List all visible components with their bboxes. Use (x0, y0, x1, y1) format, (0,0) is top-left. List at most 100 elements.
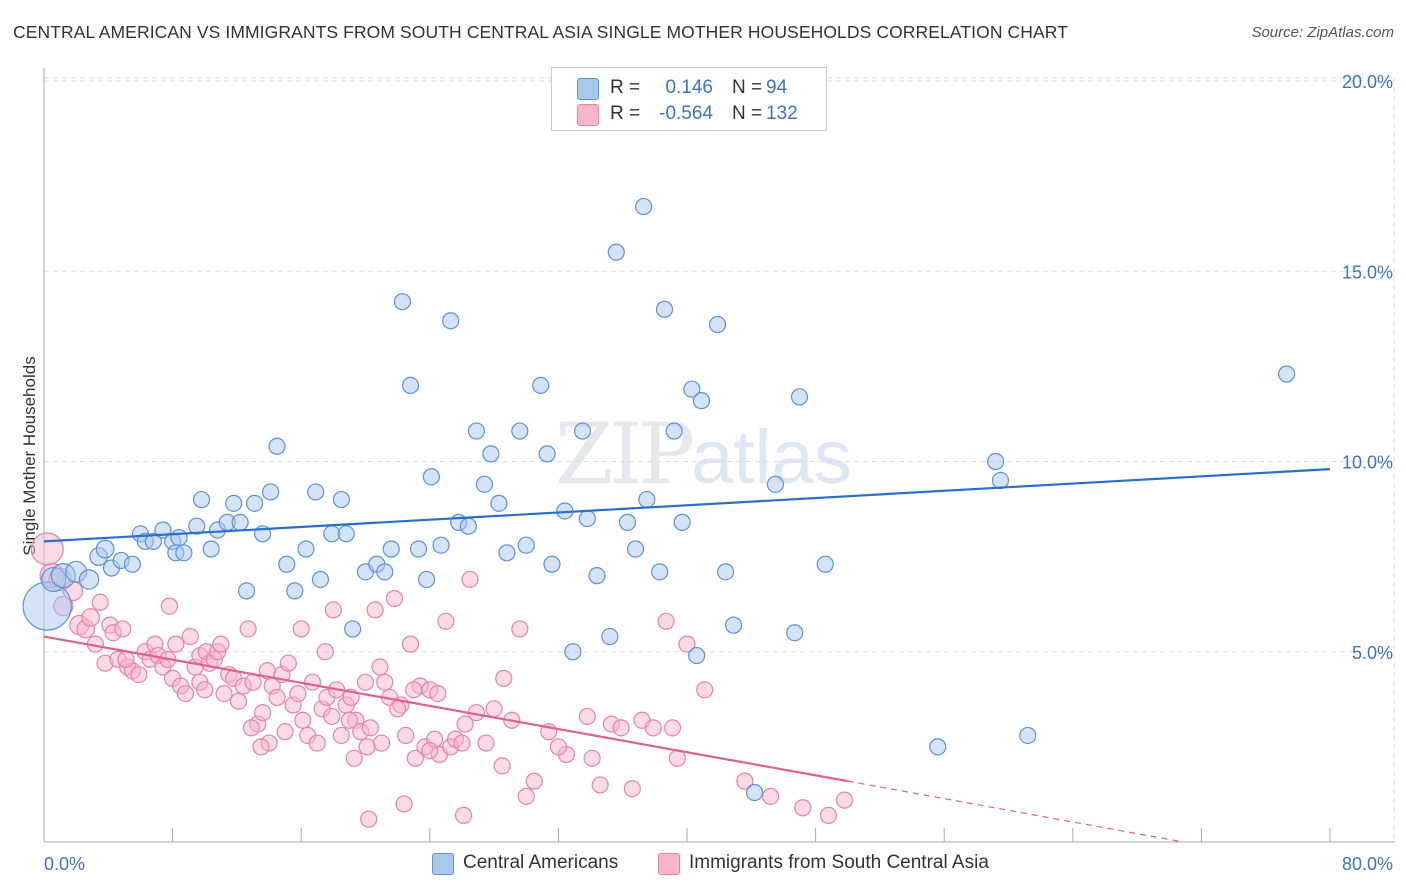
data-point-pink (525, 772, 543, 790)
data-point-blue (665, 422, 683, 440)
watermark-zip: ZIP (555, 405, 695, 503)
data-point-pink (117, 650, 135, 668)
data-point-pink (360, 810, 378, 828)
data-point-blue (202, 540, 220, 558)
axes (43, 68, 1395, 843)
data-point-blue (237, 582, 256, 600)
data-point-blue (683, 380, 701, 398)
data-point-pink (485, 700, 503, 718)
data-point-blue (532, 376, 550, 394)
data-point-pink (239, 620, 257, 638)
legend-label: Immigrants from South Central Asia (689, 852, 989, 873)
x-tick-label: 80.0% (1342, 854, 1393, 874)
data-point-pink (252, 738, 270, 756)
data-point-pink (332, 726, 350, 745)
data-point-blue (626, 540, 645, 558)
data-point-blue (607, 243, 625, 261)
tick-labels: 5.0% 10.0% 15.0% 20.0% 0.0% 80.0% (44, 72, 1393, 874)
data-point-blue (991, 471, 1010, 490)
data-point-blue (409, 540, 428, 558)
data-point-pink (303, 673, 322, 691)
data-point-blue (475, 475, 494, 493)
data-point-pink (229, 692, 248, 710)
data-point-blue (401, 376, 420, 394)
data-point-pink (160, 597, 178, 615)
data-point-pink (366, 601, 384, 619)
data-point-blue (498, 544, 516, 562)
data-point-blue (987, 452, 1005, 471)
data-point-pink (356, 673, 375, 691)
data-point-pink (657, 612, 675, 630)
data-point-pink (340, 711, 359, 729)
data-point-blue (225, 494, 243, 512)
data-point-pink (493, 757, 511, 775)
y-tick-label: 15.0% (1342, 262, 1393, 282)
data-point-pink (242, 719, 260, 737)
data-point-pink (167, 635, 185, 653)
data-point-blue (1019, 726, 1037, 745)
legend-n-value: 94 (766, 77, 788, 98)
data-point-blue (655, 300, 674, 318)
data-point-pink (279, 654, 297, 672)
data-point-blue (188, 517, 206, 535)
data-point-blue (311, 570, 330, 589)
y-tick-label: 20.0% (1342, 72, 1393, 92)
data-point-pink (81, 608, 101, 627)
stats-legend: R = 0.146 N = 94 R = -0.564 N = 132 (551, 67, 827, 131)
data-point-pink (549, 738, 568, 756)
data-point-pink (461, 570, 479, 589)
data-point-blue (490, 494, 508, 512)
data-point-pink (114, 620, 132, 638)
data-point-pink (453, 734, 471, 752)
data-point-pink (30, 532, 64, 566)
legend-label: Central Americans (463, 852, 619, 873)
trend-lines (43, 468, 1331, 843)
data-point-blue (422, 468, 441, 486)
data-point-pink (761, 787, 780, 805)
data-point-blue (573, 422, 592, 440)
legend-swatch-pink (658, 853, 680, 875)
data-point-pink (401, 635, 420, 653)
data-point-blue (543, 555, 561, 573)
data-point-blue (78, 569, 100, 590)
data-point-blue (482, 445, 500, 463)
data-point-pink (268, 688, 286, 707)
data-point-pink (372, 734, 391, 752)
data-point-pink (663, 719, 682, 737)
data-point-pink (696, 681, 714, 699)
data-point-blue (692, 392, 711, 410)
data-point-pink (292, 620, 310, 638)
data-point-blue (123, 555, 142, 573)
data-point-pink (517, 787, 535, 805)
data-point-blue (766, 475, 785, 493)
data-point-pink (397, 726, 415, 745)
data-point-blue (459, 517, 477, 535)
data-point-blue (786, 624, 804, 642)
data-point-blue (725, 616, 743, 634)
data-point-blue (517, 536, 535, 554)
legend-swatch-pink (577, 104, 599, 126)
x-tick-label: 0.0% (44, 854, 85, 874)
data-point-pink (385, 589, 404, 608)
data-point-pink (644, 719, 662, 737)
legend-n-value: 132 (766, 103, 798, 124)
data-point-blue (192, 490, 211, 509)
source-label: Source: ZipAtlas.com (1251, 24, 1394, 41)
data-point-pink (371, 658, 389, 676)
data-point-pink (819, 806, 838, 824)
data-point-blue (638, 490, 656, 509)
data-point-pink (361, 719, 379, 737)
data-point-blue (634, 197, 653, 216)
data-point-blue (816, 555, 834, 573)
data-point-pink (623, 780, 641, 798)
data-point-pink (511, 620, 529, 638)
data-point-blue (297, 540, 315, 558)
series-blue-points (22, 197, 1296, 802)
data-point-blue (268, 437, 286, 455)
data-point-blue (578, 509, 596, 528)
data-point-pink (196, 681, 214, 699)
data-point-blue (538, 445, 556, 463)
data-point-blue (393, 293, 412, 311)
data-point-pink (591, 776, 609, 794)
